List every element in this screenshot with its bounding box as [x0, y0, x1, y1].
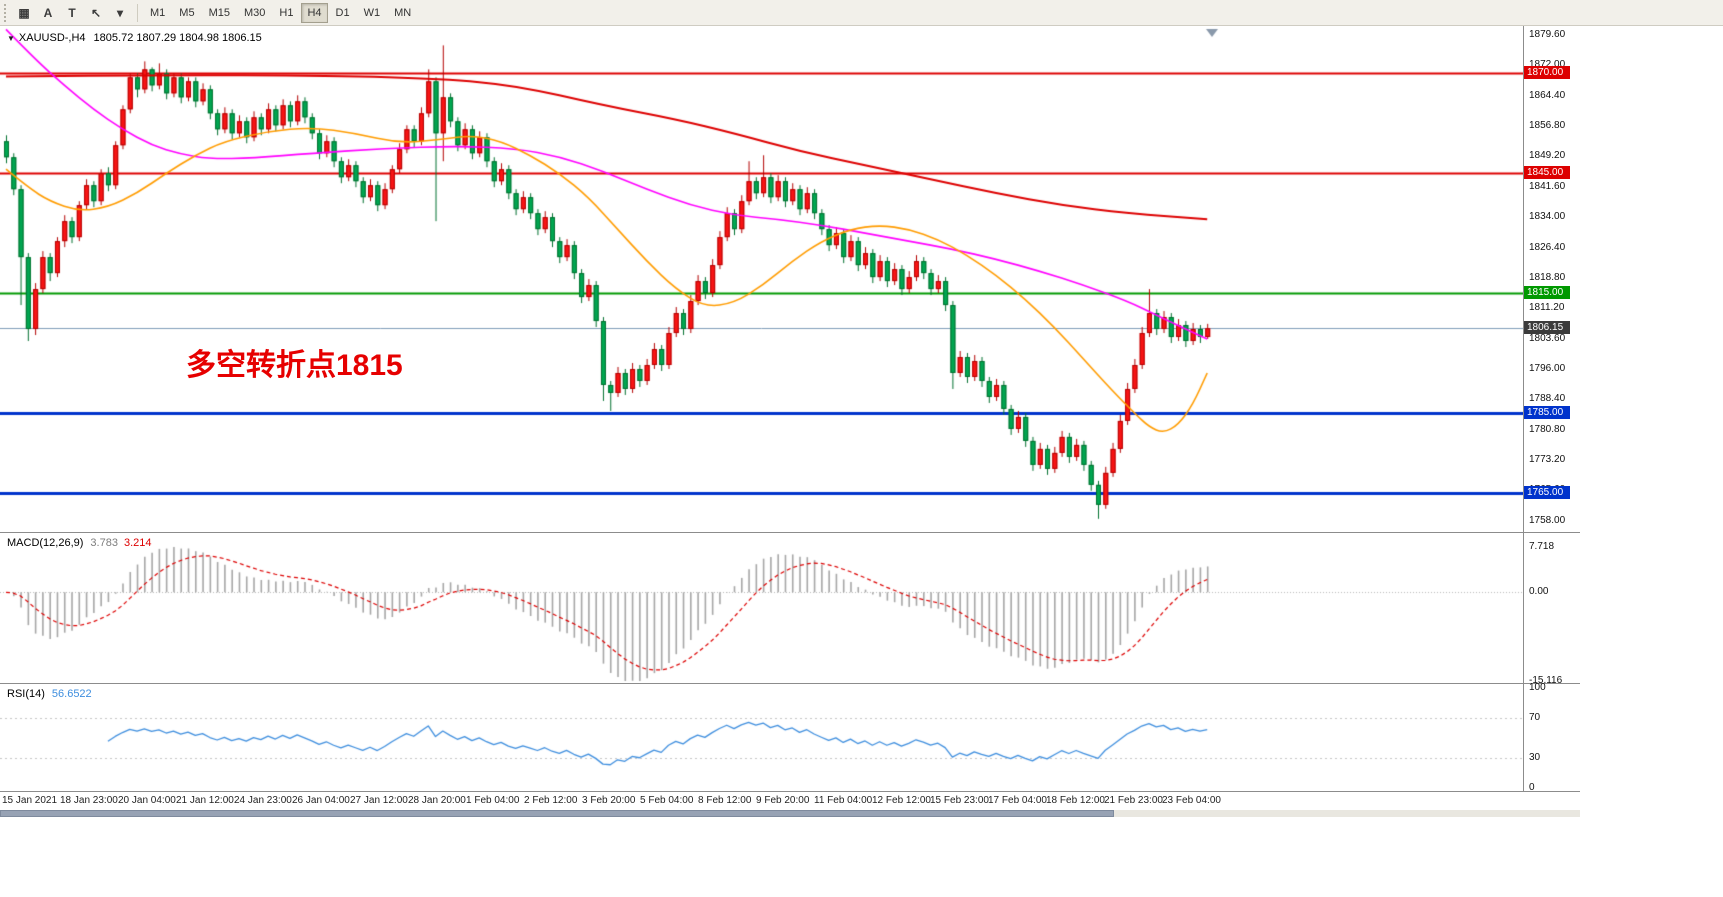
price-axis-label: 1796.00	[1529, 362, 1566, 374]
collapse-icon[interactable]: ▼	[7, 34, 15, 43]
time-axis-label: 17 Feb 04:00	[988, 795, 1047, 806]
time-axis-label: 8 Feb 12:00	[698, 795, 752, 806]
price-axis-label: 1879.60	[1529, 29, 1566, 40]
timeframe-h4[interactable]: H4	[301, 2, 328, 23]
tools-dropdown-caret-icon[interactable]: ▾	[116, 5, 124, 20]
timeframe-m1[interactable]: M1	[150, 6, 166, 19]
price-axis-label: 1849.20	[1529, 150, 1566, 162]
rsi-indicator-canvas[interactable]	[0, 684, 1523, 791]
time-axis-label: 15 Jan 2021	[2, 795, 58, 806]
pane-separator-rsi[interactable]	[0, 683, 1580, 684]
price-chart-canvas[interactable]	[0, 26, 1523, 532]
current-price-tag: 1806.15	[1524, 321, 1570, 335]
macd-axis-label: 7.718	[1529, 541, 1555, 552]
time-axis-label: 2 Feb 12:00	[524, 795, 578, 806]
cursor-tool-icon[interactable]: ↖	[90, 5, 102, 20]
rsi-axis-label: 70	[1529, 712, 1541, 723]
timeframe-d1[interactable]: D1	[335, 6, 350, 19]
time-axis-label: 26 Jan 04:00	[292, 795, 350, 806]
text-tool-icon[interactable]: T	[68, 5, 76, 20]
macd-label: MACD(12,26,9) 3.783 3.214	[7, 537, 151, 549]
macd-signal-value: 3.214	[123, 537, 152, 549]
price-axis-label: 1826.40	[1529, 241, 1566, 253]
letter-a-tool-icon[interactable]: A	[43, 5, 53, 20]
macd-indicator-canvas[interactable]	[0, 533, 1523, 683]
timeframe-m15[interactable]: M15	[208, 6, 230, 19]
time-axis-label: 21 Feb 23:00	[1104, 795, 1163, 806]
time-axis-label: 24 Jan 23:00	[234, 795, 292, 806]
chart-title: XAUUSD-,H4	[18, 32, 86, 44]
timeframe-m5[interactable]: M5	[179, 6, 195, 19]
time-axis-label: 12 Feb 12:00	[872, 795, 931, 806]
rsi-label: RSI(14) 56.6522	[7, 688, 92, 700]
time-axis-label: 3 Feb 20:00	[582, 795, 636, 806]
price-axis-label: 1856.80	[1529, 120, 1566, 132]
price-axis-label: 1841.60	[1529, 180, 1566, 192]
time-axis-label: 1 Feb 04:00	[466, 795, 520, 806]
time-axis-label: 27 Jan 12:00	[350, 795, 408, 806]
chart-title-bar: ▼ XAUUSD-,H4 1805.72 1807.29 1804.98 1806.…	[7, 32, 262, 44]
time-axis-label: 23 Feb 04:00	[1162, 795, 1221, 806]
toolbar-grip[interactable]	[4, 3, 8, 22]
level-price-tag: 1785.00	[1524, 405, 1570, 419]
toolbar: ▦ A T ↖ ▾ M1 M5 M15 M30 H1 H4 D1 W1 MN	[0, 0, 1723, 26]
rsi-axis-label: 0	[1529, 782, 1535, 793]
pane-separator-macd[interactable]	[0, 532, 1580, 533]
level-price-tag: 1815.00	[1524, 286, 1570, 300]
timeframe-m30[interactable]: M30	[243, 6, 266, 19]
price-axis-label: 1834.00	[1529, 211, 1566, 223]
horizontal-scrollbar[interactable]	[0, 810, 1580, 817]
price-axis-label: 1872.00	[1529, 59, 1566, 71]
time-axis-label: 5 Feb 04:00	[640, 795, 694, 806]
macd-main-value: 3.783	[90, 537, 118, 549]
price-axis-label: 1803.60	[1529, 332, 1566, 344]
scrollbar-thumb[interactable]	[0, 810, 1114, 817]
time-axis-label: 20 Jan 04:00	[118, 795, 176, 806]
timeframe-mn[interactable]: MN	[394, 6, 412, 19]
chart-window-icon[interactable]: ▦	[18, 5, 30, 20]
price-axis-label: 1818.80	[1529, 271, 1566, 283]
rsi-value: 56.6522	[51, 688, 92, 700]
rsi-name: RSI(14)	[7, 688, 45, 700]
level-price-tag: 1765.00	[1524, 485, 1570, 499]
time-axis-label: 18 Feb 12:00	[1046, 795, 1105, 806]
time-axis-label: 21 Jan 12:00	[176, 795, 234, 806]
time-axis-separator	[0, 791, 1580, 792]
toolbar-tools: ▦ A T ↖ ▾	[12, 3, 132, 23]
price-axis-label: 1811.20	[1529, 302, 1565, 314]
macd-name: MACD(12,26,9)	[7, 537, 84, 549]
timeframe-toolbar: M1 M5 M15 M30 H1 H4 D1 W1 MN	[143, 2, 418, 23]
annotation-text: 多空转折点1815	[186, 349, 403, 382]
rsi-axis-label: 30	[1529, 752, 1541, 763]
macd-axis-label: 0.00	[1529, 586, 1549, 598]
macd-axis-label: -15.116	[1529, 675, 1563, 686]
price-axis-label: 1758.00	[1529, 514, 1566, 526]
time-axis-label: 18 Jan 23:00	[60, 795, 118, 806]
time-axis-label: 11 Feb 04:00	[814, 795, 873, 806]
price-axis-label: 1864.40	[1529, 89, 1566, 101]
toolbar-separator	[137, 3, 138, 22]
level-price-tag: 1870.00	[1524, 66, 1570, 80]
time-axis-label: 28 Jan 20:00	[408, 795, 466, 806]
time-axis-label: 15 Feb 23:00	[930, 795, 989, 806]
timeframe-h1[interactable]: H1	[279, 6, 294, 19]
price-axis-label: 1788.40	[1529, 393, 1566, 405]
price-axis-border	[1523, 26, 1524, 791]
level-price-tag: 1845.00	[1524, 166, 1570, 180]
ohlc-values: 1805.72 1807.29 1804.98 1806.15	[93, 32, 262, 44]
price-axis-label: 1780.80	[1529, 423, 1566, 435]
price-axis-label: 1773.20	[1529, 454, 1566, 466]
timeframe-w1[interactable]: W1	[363, 6, 381, 19]
time-axis-label: 9 Feb 20:00	[756, 795, 810, 806]
rsi-axis-label: 100	[1529, 682, 1546, 693]
